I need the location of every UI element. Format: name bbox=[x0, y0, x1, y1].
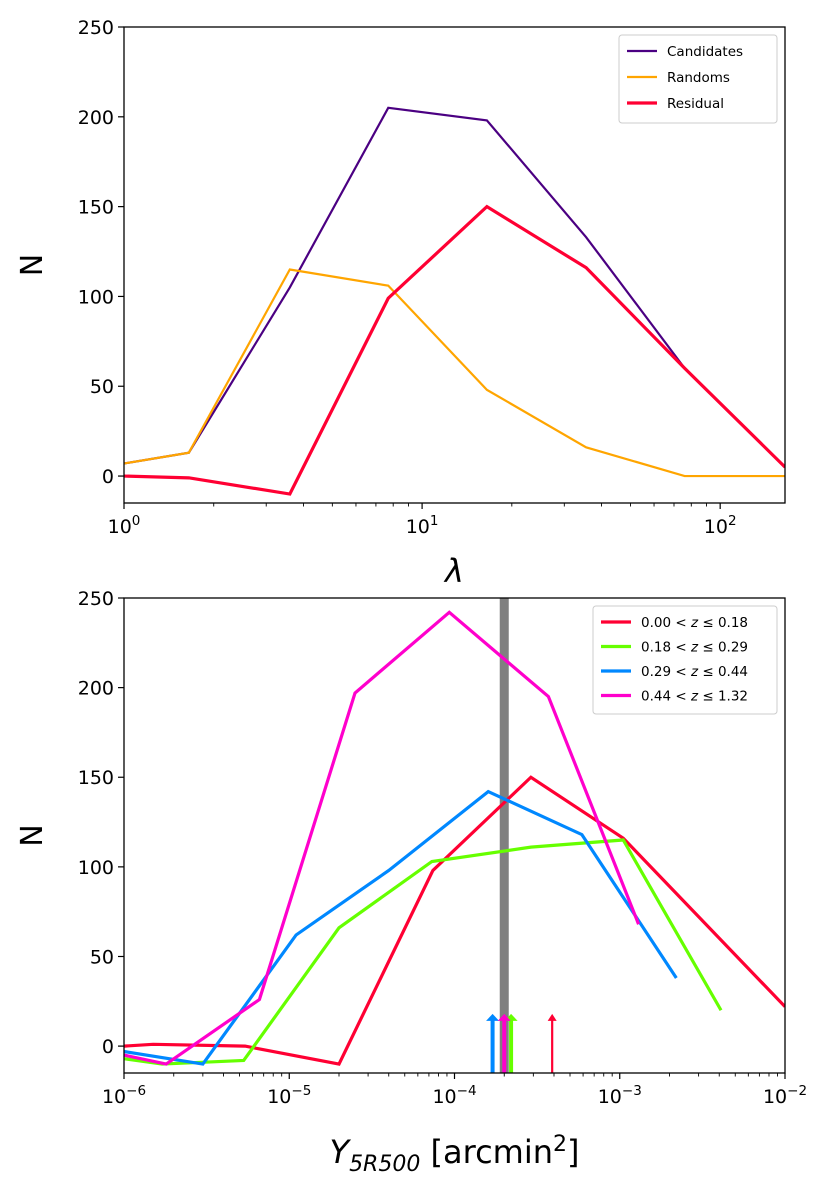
legend-label-z: z bbox=[690, 689, 699, 705]
legend-label: Candidates bbox=[667, 44, 743, 60]
x-tick-base: 10 bbox=[432, 1086, 456, 1108]
legend-label-z: z bbox=[690, 640, 699, 656]
x-tick-base: 10 bbox=[102, 1086, 126, 1108]
series-line-1 bbox=[124, 775, 785, 1066]
series-group bbox=[124, 610, 785, 1066]
x-tick-exponent: −4 bbox=[457, 1083, 477, 1099]
legend-label-high: ≤ 0.18 bbox=[698, 615, 748, 631]
x-tick-label: 10−6 bbox=[102, 1083, 146, 1108]
legend-label: Residual bbox=[667, 96, 724, 112]
legend-frame bbox=[592, 605, 778, 715]
series-line-1 bbox=[124, 106, 785, 468]
series-line-3 bbox=[124, 789, 678, 1066]
legend-label-high: ≤ 1.32 bbox=[698, 689, 748, 705]
axes-frame bbox=[123, 26, 786, 504]
x-tick-label: 10−3 bbox=[598, 1083, 642, 1108]
x-tick-exponent: 2 bbox=[728, 513, 737, 529]
legend-item-2: 0.18 < z ≤ 0.29 bbox=[601, 640, 748, 656]
y-axis-title: N bbox=[15, 824, 50, 846]
legend-item-2: Randoms bbox=[627, 70, 730, 86]
median-arrow-4 bbox=[497, 1013, 511, 1073]
series-line-3 bbox=[124, 204, 785, 496]
x-tick-label: 10−4 bbox=[432, 1083, 476, 1108]
y-tick-label: 200 bbox=[78, 107, 114, 129]
x-tick-label: 101 bbox=[406, 513, 439, 538]
x-title-symbol: Y bbox=[330, 1133, 352, 1171]
x-tick-label: 10−5 bbox=[267, 1083, 311, 1108]
x-tick-label: 102 bbox=[704, 513, 737, 538]
legend-frame bbox=[618, 34, 778, 124]
series-group bbox=[124, 106, 785, 496]
x-title-superscript: 2 bbox=[553, 1132, 567, 1157]
legend-item-1: Candidates bbox=[627, 44, 743, 60]
median-arrow-head bbox=[486, 1013, 500, 1021]
x-axis-title: Y5R500 [arcmin2] bbox=[330, 1132, 580, 1177]
x-tick-label: 10−2 bbox=[763, 1083, 807, 1108]
legend-label-low: 0.44 < bbox=[641, 689, 691, 705]
y-tick-label: 150 bbox=[78, 767, 114, 789]
x-tick-base: 10 bbox=[267, 1086, 291, 1108]
x-tick-base: 10 bbox=[704, 516, 728, 538]
median-arrow-head bbox=[497, 1013, 511, 1021]
median-arrow-3 bbox=[486, 1013, 500, 1073]
x-tick-base: 10 bbox=[108, 516, 132, 538]
legend-label-high: ≤ 0.29 bbox=[698, 640, 748, 656]
legend-label: Randoms bbox=[667, 70, 730, 86]
median-arrow-1 bbox=[547, 1013, 557, 1073]
x-tick-base: 10 bbox=[763, 1086, 787, 1108]
y-tick-label: 0 bbox=[102, 466, 114, 488]
x-tick-base: 10 bbox=[598, 1086, 622, 1108]
x-title-close: ] bbox=[567, 1133, 579, 1171]
legend-label-high: ≤ 0.44 bbox=[698, 664, 748, 680]
legend-label-z: z bbox=[690, 664, 699, 680]
legend-label-z: z bbox=[690, 615, 699, 631]
legend: 0.00 < z ≤ 0.18 0.18 < z ≤ 0.29 0.29 < z ≤… bbox=[592, 605, 778, 715]
y-tick-label: 50 bbox=[90, 946, 114, 968]
x-tick-exponent: −2 bbox=[787, 1083, 807, 1099]
y-tick-label: 0 bbox=[102, 1036, 114, 1058]
y-tick-label: 50 bbox=[90, 376, 114, 398]
legend-item-3: Residual bbox=[627, 96, 724, 112]
x-title-subscript: 5R500 bbox=[349, 1152, 420, 1177]
x-tick-exponent: −6 bbox=[126, 1083, 146, 1099]
x-axis-title: λ bbox=[443, 552, 464, 590]
y-tick-label: 150 bbox=[78, 197, 114, 219]
x-tick-exponent: −3 bbox=[622, 1083, 642, 1099]
legend-item-3: 0.29 < z ≤ 0.44 bbox=[601, 664, 748, 680]
legend-item-4: 0.44 < z ≤ 1.32 bbox=[601, 689, 748, 705]
y-tick-label: 100 bbox=[78, 857, 114, 879]
y-tick-label: 250 bbox=[78, 17, 114, 39]
legend-label: 0.29 < z ≤ 0.44 bbox=[641, 664, 748, 680]
legend-label-low: 0.18 < bbox=[641, 640, 691, 656]
x-tick-exponent: −5 bbox=[291, 1083, 311, 1099]
series-line-2 bbox=[124, 838, 723, 1066]
legend-item-1: 0.00 < z ≤ 0.18 bbox=[601, 615, 748, 631]
median-arrow-head bbox=[547, 1013, 557, 1021]
x-title-unit: [arcmin bbox=[420, 1133, 553, 1171]
x-tick-exponent: 0 bbox=[132, 513, 141, 529]
legend-label: 0.18 < z ≤ 0.29 bbox=[641, 640, 748, 656]
y-axis-title: N bbox=[15, 254, 50, 276]
legend-label: 0.00 < z ≤ 0.18 bbox=[641, 615, 748, 631]
legend-label-low: 0.00 < bbox=[641, 615, 691, 631]
x-tick-label: 100 bbox=[108, 513, 141, 538]
series-line-2 bbox=[124, 268, 785, 478]
legend-label: 0.44 < z ≤ 1.32 bbox=[641, 689, 748, 705]
series-line-4 bbox=[124, 610, 641, 1066]
x-tick-base: 10 bbox=[406, 516, 430, 538]
y-tick-label: 250 bbox=[78, 588, 114, 610]
legend-label-low: 0.29 < bbox=[641, 664, 691, 680]
legend: Candidates Randoms Residual bbox=[618, 34, 778, 124]
x-tick-exponent: 1 bbox=[430, 513, 439, 529]
y-tick-label: 100 bbox=[78, 286, 114, 308]
y-tick-label: 200 bbox=[78, 678, 114, 700]
